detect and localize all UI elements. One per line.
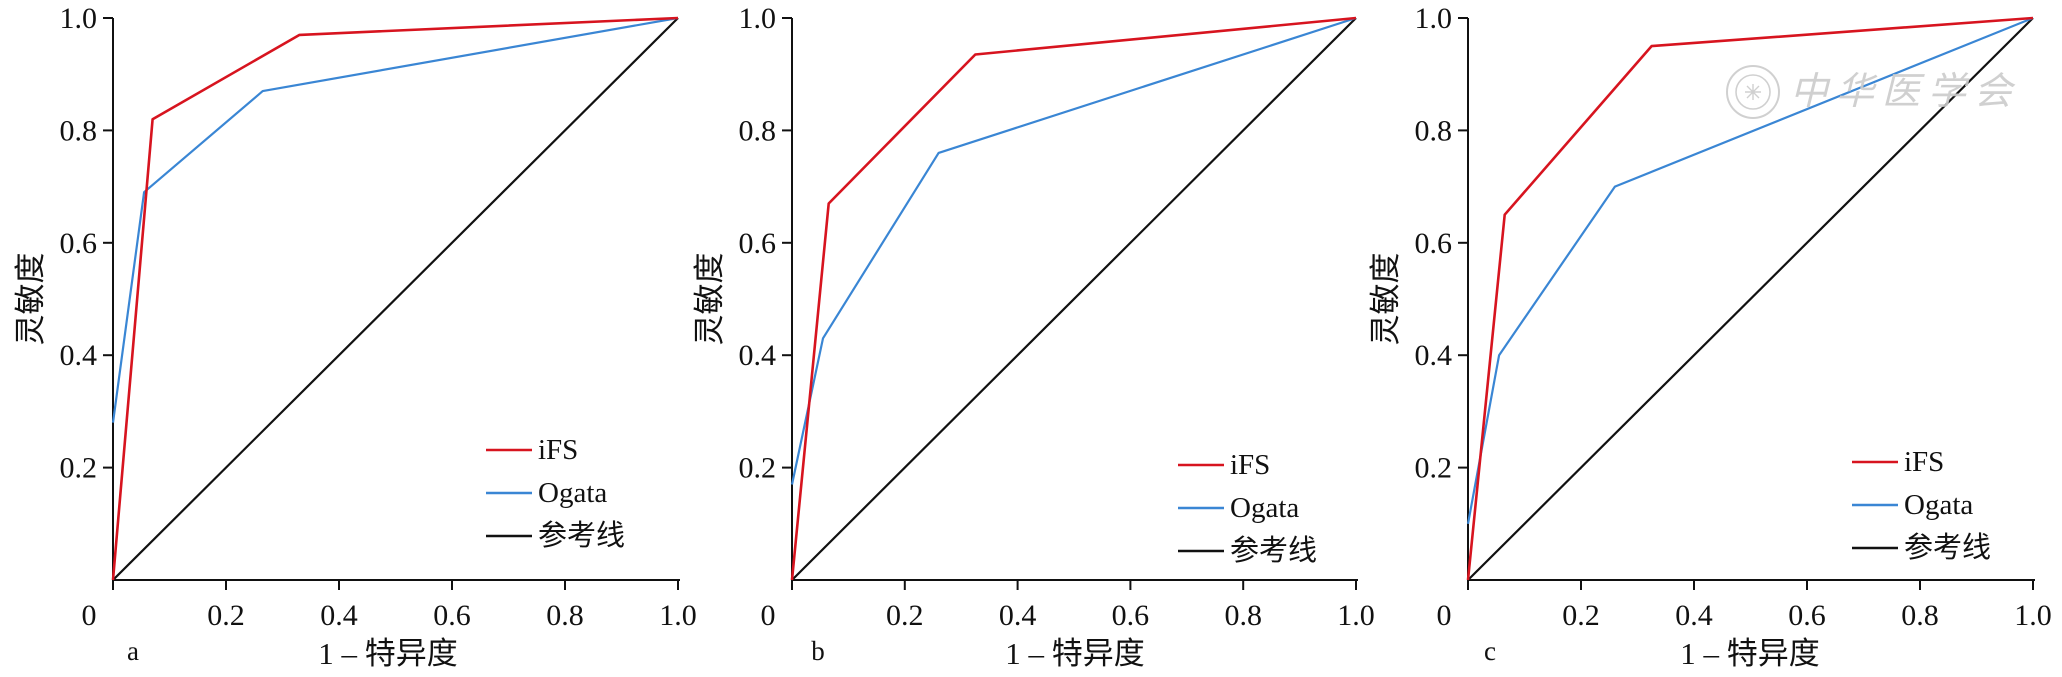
y-tick-label: 0.8 <box>1415 114 1453 147</box>
reference-line <box>1467 17 2034 581</box>
panel-label: a <box>127 636 139 666</box>
series-line-ifs <box>111 16 679 581</box>
legend-label: iFS <box>538 434 578 466</box>
y-tick-label: 0.4 <box>60 339 98 372</box>
watermark: 中华医学会 <box>1726 65 2020 119</box>
x-axis-title: 1 – 特异度 <box>1680 636 1820 671</box>
legend: iFS Ogata 参考线 <box>486 434 625 552</box>
watermark-text: 中华医学会 <box>1790 71 2020 113</box>
y-tick-label: 0.6 <box>1415 227 1453 260</box>
y-tick-label: 1.0 <box>739 2 777 35</box>
x-tick-label: 0.4 <box>1675 599 1713 632</box>
y-axis-title: 灵敏度 <box>1368 253 1403 346</box>
y-tick-label: 0.2 <box>739 452 777 485</box>
y-tick-label: 0.2 <box>60 452 98 485</box>
x-tick-label: 0.6 <box>1112 599 1150 632</box>
legend-label: 参考线 <box>538 519 625 552</box>
x-tick-label: 1.0 <box>2014 599 2052 632</box>
series-line-ogata <box>111 16 679 423</box>
x-tick-label: 0.6 <box>433 599 471 632</box>
y-tick-label: 0.6 <box>60 227 98 260</box>
x-tick-label: 0 <box>1437 599 1452 632</box>
legend-label: iFS <box>1904 446 1944 478</box>
panel-label: b <box>811 636 825 666</box>
x-tick-label: 0.4 <box>320 599 358 632</box>
society-seal-icon <box>1726 65 1780 119</box>
x-tick-label: 0.8 <box>1901 599 1939 632</box>
y-tick-label: 1.0 <box>60 2 98 35</box>
y-tick-label: 0.2 <box>1415 452 1453 485</box>
reference-line <box>791 17 1357 581</box>
legend-label: Ogata <box>1904 489 1973 521</box>
series-line-ifs <box>790 16 1357 581</box>
y-tick-label: 0.8 <box>60 114 98 147</box>
series-line-ogata <box>1466 16 2034 524</box>
y-tick-label: 1.0 <box>1415 2 1453 35</box>
panel-label: c <box>1484 636 1496 666</box>
x-tick-label: 0.2 <box>207 599 245 632</box>
x-tick-label: 1.0 <box>659 599 697 632</box>
series-line-ogata <box>790 16 1357 485</box>
x-tick-label: 0.8 <box>546 599 584 632</box>
legend-label: iFS <box>1230 449 1270 481</box>
y-axis-title: 灵敏度 <box>692 253 727 346</box>
chart-panel-b: 0 0.2 0.4 0.6 0.8 1.0 0.2 0.4 0.6 0.8 1.0 1 – 特异度 灵敏… <box>692 2 1375 671</box>
y-tick-label: 0.8 <box>739 114 777 147</box>
legend-label: 参考线 <box>1904 531 1991 564</box>
legend-label: Ogata <box>1230 492 1299 524</box>
legend: iFS Ogata 参考线 <box>1178 449 1317 567</box>
chart-panel-a: 0 0.2 0.4 0.6 0.8 1.0 0.2 0.4 0.6 0.8 1.0 1 – 特异度 灵敏… <box>13 2 697 671</box>
y-tick-label: 0.4 <box>1415 339 1453 372</box>
x-tick-label: 1.0 <box>1337 599 1375 632</box>
x-tick-label: 0 <box>761 599 776 632</box>
x-tick-label: 0 <box>82 599 97 632</box>
reference-line <box>112 17 679 581</box>
legend-label: 参考线 <box>1230 534 1317 567</box>
x-tick-label: 0.6 <box>1788 599 1826 632</box>
x-axis-title: 1 – 特异度 <box>1005 636 1145 671</box>
y-tick-label: 0.6 <box>739 227 777 260</box>
legend: iFS Ogata 参考线 <box>1852 446 1991 564</box>
y-axis-title: 灵敏度 <box>13 253 48 346</box>
x-axis-title: 1 – 特异度 <box>318 636 458 671</box>
chart-panel-c: 0 0.2 0.4 0.6 0.8 1.0 0.2 0.4 0.6 0.8 1.0 1 – 特异度 灵敏… <box>1368 2 2052 671</box>
x-tick-label: 0.8 <box>1224 599 1262 632</box>
y-tick-label: 0.4 <box>739 339 777 372</box>
series-line-ifs <box>1466 16 2034 581</box>
x-tick-label: 0.4 <box>999 599 1037 632</box>
x-tick-label: 0.2 <box>1562 599 1600 632</box>
legend-label: Ogata <box>538 477 607 509</box>
x-tick-label: 0.2 <box>886 599 924 632</box>
